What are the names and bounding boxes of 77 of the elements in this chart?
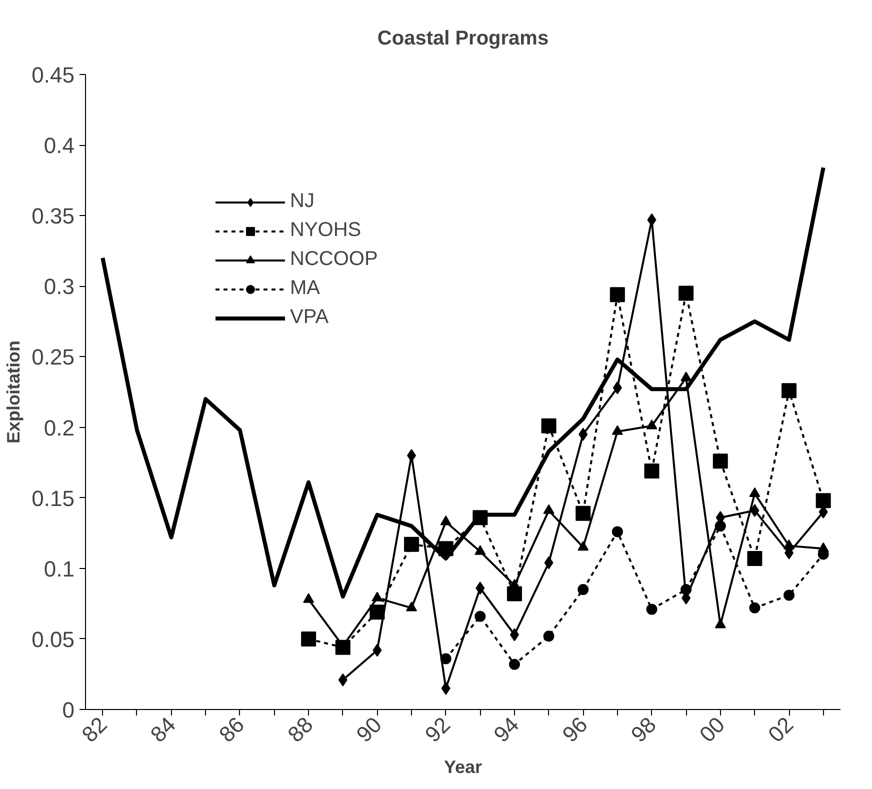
y-tick-label: 0: [62, 698, 75, 722]
point: [476, 582, 485, 595]
point: [474, 610, 486, 622]
chart-title: Coastal Programs: [377, 28, 549, 50]
y-tick-label: 0.1: [44, 556, 75, 582]
point: [544, 556, 554, 570]
point: [441, 682, 450, 695]
y-tick-label: 0.2: [44, 415, 75, 440]
point: [747, 551, 762, 566]
x-tick-label: 88: [282, 712, 318, 747]
point: [612, 425, 623, 435]
point: [610, 287, 625, 302]
point: [541, 418, 556, 434]
point: [784, 540, 795, 550]
point: [782, 383, 797, 398]
point: [816, 493, 831, 508]
point: [474, 545, 486, 555]
point: [406, 602, 418, 612]
point: [407, 449, 416, 462]
point: [680, 372, 692, 382]
point: [440, 653, 452, 664]
point: [576, 506, 591, 521]
x-axis-title: Year: [444, 757, 482, 778]
point: [647, 213, 656, 226]
x-tick-label: 90: [351, 712, 386, 747]
y-axis-title: Exploitation: [4, 340, 24, 444]
point: [612, 526, 623, 538]
x-tick-label: 82: [76, 712, 112, 747]
point: [506, 586, 522, 602]
x-tick-label: 84: [146, 712, 180, 747]
legend-label: NYOHS: [290, 219, 362, 242]
point: [578, 584, 589, 596]
y-tick-label: 0.25: [32, 344, 75, 370]
point: [372, 644, 382, 657]
point: [678, 286, 694, 301]
point: [370, 604, 385, 620]
x-tick-label: 96: [557, 712, 592, 747]
point: [578, 540, 589, 551]
point: [749, 602, 760, 614]
x-tick-label: 98: [626, 712, 661, 747]
x-tick-label: 86: [214, 712, 250, 747]
point: [612, 381, 622, 394]
point: [510, 628, 519, 642]
point: [508, 658, 520, 670]
y-tick-label: 0.15: [32, 486, 75, 511]
point: [714, 520, 726, 532]
x-tick-label: 02: [763, 712, 798, 747]
point: [338, 673, 348, 686]
point: [303, 593, 314, 603]
y-tick-label: 0.3: [44, 274, 75, 300]
point: [404, 536, 420, 552]
y-tick-label: 0.35: [32, 204, 75, 229]
point: [646, 604, 658, 615]
point: [578, 428, 588, 441]
legend-label: NCCOOP: [290, 248, 378, 271]
point: [712, 454, 728, 469]
point: [680, 584, 692, 596]
point: [543, 630, 554, 642]
x-tick-label: 94: [488, 712, 524, 747]
legend-label: NJ: [290, 190, 314, 213]
legend-label: VPA: [290, 306, 329, 329]
point: [646, 420, 658, 430]
point: [543, 504, 554, 514]
x-tick-label: 00: [694, 712, 730, 747]
point: [749, 487, 760, 497]
y-tick-label: 0.45: [32, 62, 75, 88]
point: [784, 590, 795, 601]
point: [440, 516, 452, 526]
x-tick-label: 92: [420, 712, 456, 747]
point: [750, 504, 760, 518]
y-tick-label: 0.4: [44, 133, 75, 158]
point: [714, 618, 726, 628]
point: [301, 631, 316, 646]
point: [644, 464, 660, 479]
point: [372, 592, 383, 602]
legend-label: MA: [290, 277, 320, 300]
y-tick-label: 0.05: [32, 626, 75, 652]
